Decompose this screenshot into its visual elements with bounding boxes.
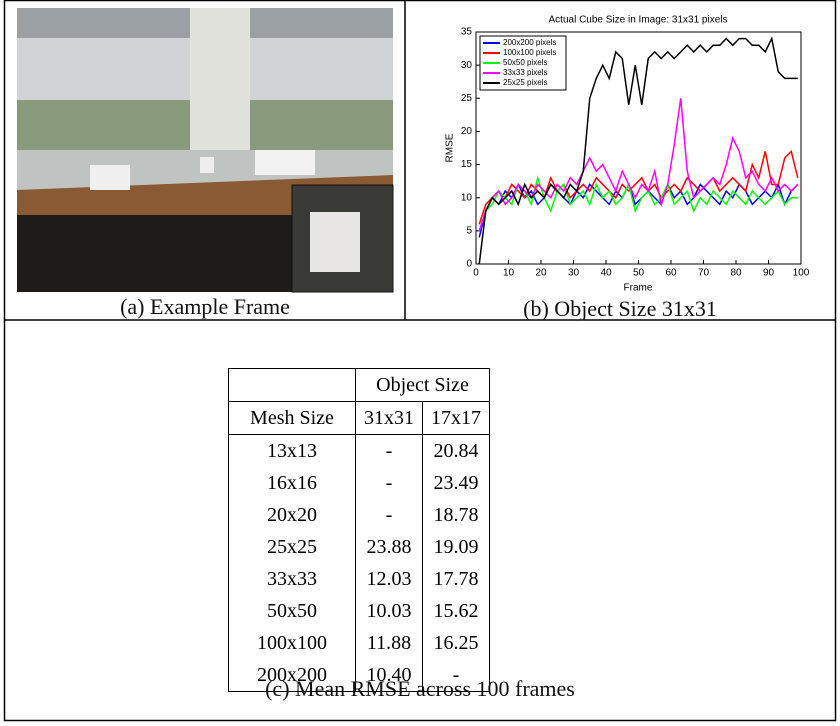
column-header: 17x17: [423, 402, 490, 435]
x-tick-label: 70: [698, 268, 710, 279]
x-tick-label: 100: [793, 268, 810, 279]
x-tick-label: 10: [503, 268, 515, 279]
table-cell: 23.88: [356, 531, 423, 563]
table-cell: -: [356, 435, 423, 468]
table-cell: 12.03: [356, 563, 423, 595]
table-cell: 17.78: [423, 563, 490, 595]
x-tick-label: 0: [473, 268, 479, 279]
table-cell: -: [356, 467, 423, 499]
chart-title: Actual Cube Size in Image: 31x31 pixels: [549, 15, 728, 26]
table-cell: -: [356, 499, 423, 531]
y-tick-label: 15: [461, 159, 473, 170]
y-tick-label: 0: [466, 259, 472, 270]
table-cell: 33x33: [229, 563, 356, 595]
table-cell: 25x25: [229, 531, 356, 563]
column-header: Mesh Size: [229, 402, 356, 435]
legend-label: 100x100 pixels: [503, 48, 556, 57]
table-row: 16x16-23.49: [229, 467, 490, 499]
table-cell: 18.78: [423, 499, 490, 531]
y-tick-label: 5: [466, 225, 472, 236]
table-cell: 15.62: [423, 595, 490, 627]
x-tick-label: 40: [600, 268, 612, 279]
group-header: Object Size: [356, 369, 490, 402]
y-axis-label: RMSE: [445, 133, 456, 162]
x-tick-label: 20: [535, 268, 547, 279]
table-cell: 20.84: [423, 435, 490, 468]
y-tick-label: 35: [461, 27, 473, 38]
table-cell: 23.49: [423, 467, 490, 499]
chart: Actual Cube Size in Image: 31x31 pixels …: [406, 8, 836, 308]
x-tick-label: 30: [568, 268, 580, 279]
table-cell: 16x16: [229, 467, 356, 499]
x-tick-label: 60: [665, 268, 677, 279]
table-cell: 50x50: [229, 595, 356, 627]
table-cell: 20x20: [229, 499, 356, 531]
x-tick-label: 80: [730, 268, 742, 279]
caption: (b) Object Size 31x31: [405, 296, 835, 322]
y-tick-label: 10: [461, 192, 473, 203]
table-cell: 19.09: [423, 531, 490, 563]
photo: [17, 8, 393, 292]
caption: (a) Example Frame: [5, 294, 405, 320]
table-cell: 11.88: [356, 627, 423, 659]
x-tick-label: 50: [633, 268, 645, 279]
y-tick-label: 30: [461, 60, 473, 71]
table-cell: 16.25: [423, 627, 490, 659]
y-tick-label: 25: [461, 93, 473, 104]
table-row: 20x20-18.78: [229, 499, 490, 531]
legend-label: 33x33 pixels: [503, 68, 547, 77]
x-axis-label: Frame: [624, 283, 653, 294]
header-cell: [229, 369, 356, 402]
legend-label: 25x25 pixels: [503, 78, 547, 87]
y-tick-label: 20: [461, 126, 473, 137]
header-row: Object Size: [229, 369, 490, 402]
table-cell: 10.03: [356, 595, 423, 627]
table-cell: 100x100: [229, 627, 356, 659]
x-tick-label: 90: [763, 268, 775, 279]
legend-label: 50x50 pixels: [503, 58, 547, 67]
caption: (c) Mean RMSE across 100 frames: [5, 676, 835, 702]
table-row: 13x13-20.84: [229, 435, 490, 468]
column-header: 31x31: [356, 402, 423, 435]
table-cell: 13x13: [229, 435, 356, 468]
figure: Actual Cube Size in Image: 31x31 pixels …: [0, 0, 840, 726]
legend-label: 200x200 pixels: [503, 38, 556, 47]
